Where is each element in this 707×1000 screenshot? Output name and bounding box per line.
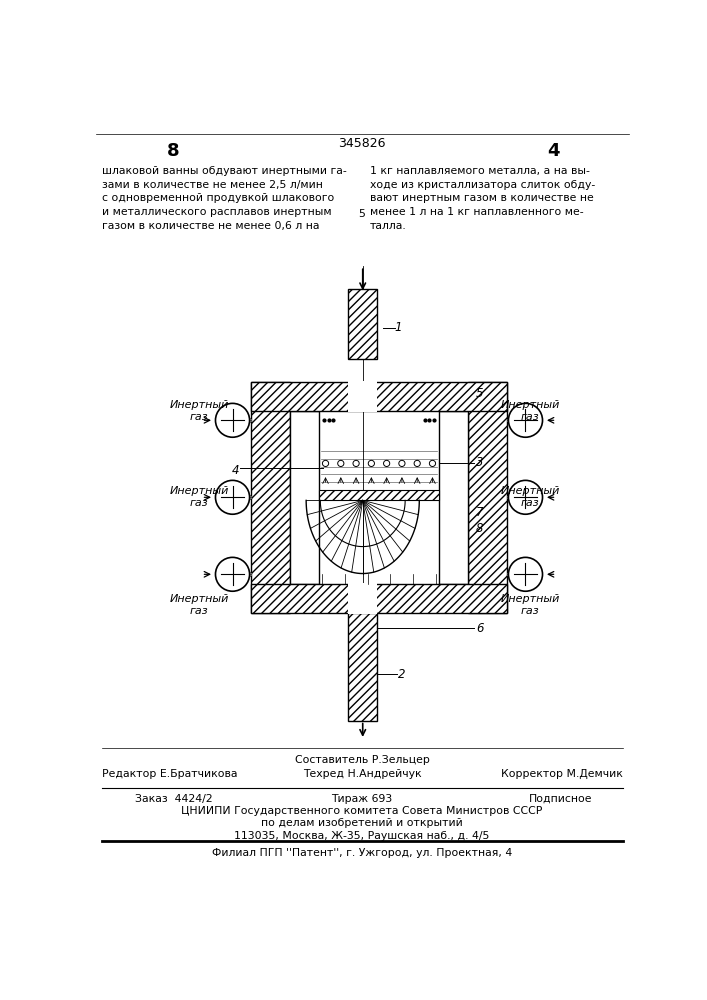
- Bar: [290, 411, 320, 584]
- Text: по делам изобретений и открытий: по делам изобретений и открытий: [261, 818, 463, 828]
- Text: 345826: 345826: [338, 137, 386, 150]
- Text: 3: 3: [476, 456, 484, 469]
- Circle shape: [338, 460, 344, 467]
- Text: 8: 8: [168, 142, 180, 160]
- Bar: [468, 382, 507, 613]
- Bar: [320, 490, 438, 500]
- Bar: [251, 584, 507, 613]
- Bar: [348, 613, 378, 721]
- Circle shape: [414, 460, 420, 467]
- Text: Инертный
газ: Инертный газ: [170, 486, 229, 508]
- Text: Тираж 693: Тираж 693: [332, 794, 392, 804]
- Text: 113035, Москва, Ж-35, Раушская наб., д. 4/5: 113035, Москва, Ж-35, Раушская наб., д. …: [234, 831, 490, 841]
- Circle shape: [322, 460, 329, 467]
- Circle shape: [508, 480, 542, 514]
- Text: Техред Н.Андрейчук: Техред Н.Андрейчук: [303, 769, 421, 779]
- Circle shape: [368, 460, 375, 467]
- Bar: [251, 382, 290, 613]
- Circle shape: [216, 403, 250, 437]
- Text: Инертный
газ: Инертный газ: [501, 594, 560, 616]
- Text: 6: 6: [476, 622, 484, 635]
- Bar: [348, 583, 378, 614]
- Bar: [438, 411, 468, 584]
- Text: 4: 4: [547, 142, 560, 160]
- Text: 5: 5: [476, 387, 484, 400]
- Circle shape: [353, 460, 359, 467]
- Bar: [251, 382, 507, 411]
- Text: 7: 7: [476, 506, 484, 519]
- Text: ЦНИИПИ Государственного комитета Совета Министров СССР: ЦНИИПИ Государственного комитета Совета …: [181, 806, 543, 816]
- Circle shape: [399, 460, 405, 467]
- Text: Заказ  4424/2: Заказ 4424/2: [135, 794, 213, 804]
- Text: Редактор Е.Братчикова: Редактор Е.Братчикова: [103, 769, 238, 779]
- Text: Инертный
газ: Инертный газ: [501, 486, 560, 508]
- Text: 5: 5: [358, 209, 366, 219]
- Circle shape: [383, 460, 390, 467]
- Text: 1 кг наплавляемого металла, а на вы-
ходе из кристаллизатора слиток обду-
вают и: 1 кг наплавляемого металла, а на вы- ход…: [370, 166, 595, 231]
- Circle shape: [508, 557, 542, 591]
- Circle shape: [216, 480, 250, 514]
- Text: Инертный
газ: Инертный газ: [170, 594, 229, 616]
- Circle shape: [508, 403, 542, 437]
- Text: Инертный
газ: Инертный газ: [170, 400, 229, 422]
- Bar: [348, 289, 378, 359]
- Text: 2: 2: [398, 668, 406, 681]
- Bar: [348, 381, 378, 412]
- Text: 1: 1: [395, 321, 402, 334]
- Circle shape: [216, 557, 250, 591]
- Text: Подписное: Подписное: [529, 794, 592, 804]
- Text: Инертный
газ: Инертный газ: [501, 400, 560, 422]
- Text: Филиал ПГП ''Патент'', г. Ужгород, ул. Проектная, 4: Филиал ПГП ''Патент'', г. Ужгород, ул. П…: [212, 848, 512, 858]
- Text: шлаковой ванны обдувают инертными га-
зами в количестве не менее 2,5 л/мин
с одн: шлаковой ванны обдувают инертными га- за…: [103, 166, 347, 231]
- Text: Корректор М.Демчик: Корректор М.Демчик: [501, 769, 623, 779]
- Circle shape: [429, 460, 436, 467]
- Text: Составитель Р.Зельцер: Составитель Р.Зельцер: [295, 755, 429, 765]
- Text: 4: 4: [232, 464, 240, 477]
- Text: 8: 8: [476, 522, 484, 535]
